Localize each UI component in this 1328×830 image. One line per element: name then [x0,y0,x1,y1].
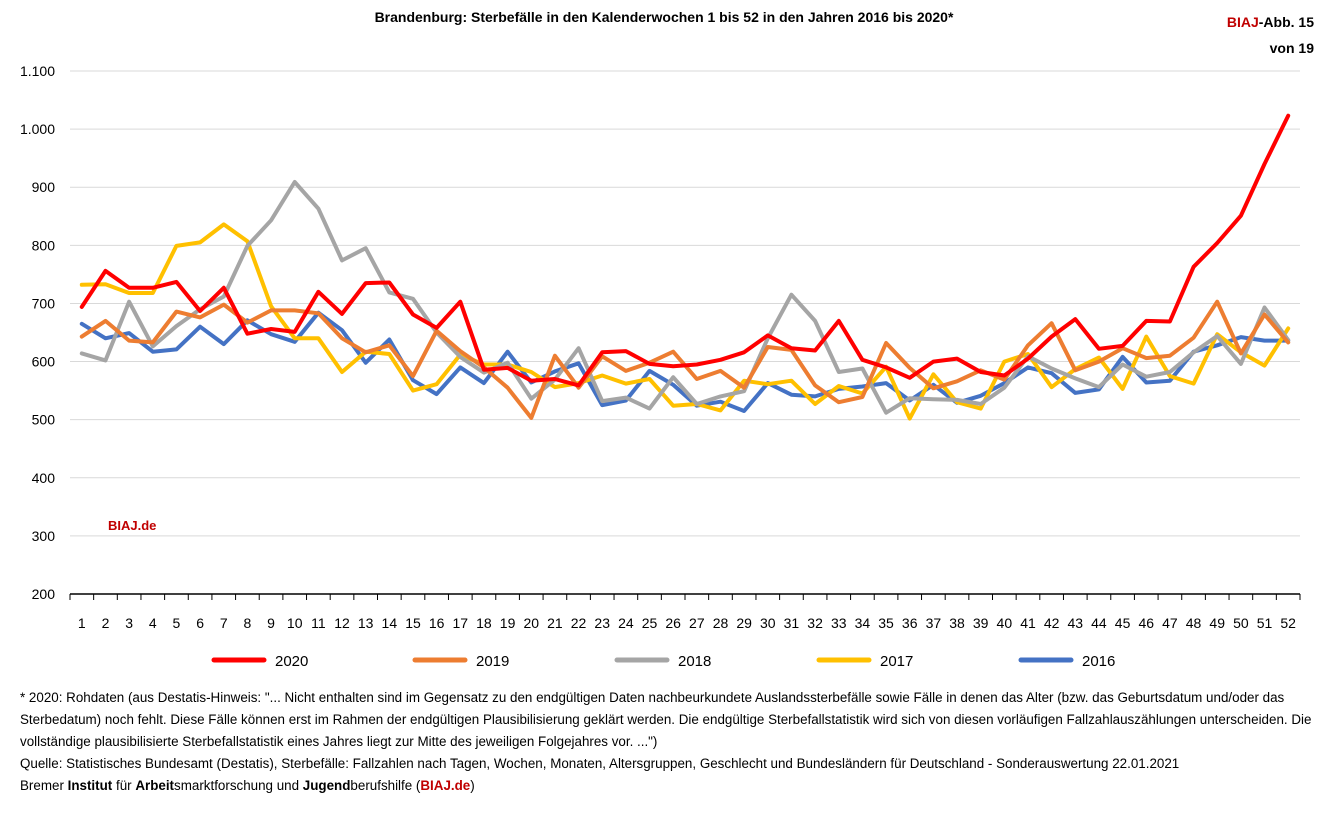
x-tick-label: 27 [689,615,705,631]
x-tick-label: 34 [855,615,871,631]
legend: 2020 2019 2018 2017 2016 [211,653,1115,670]
x-tick-label: 8 [244,615,252,631]
x-tick-label: 47 [1162,615,1178,631]
x-tick-label: 40 [997,615,1013,631]
x-tick-label: 20 [523,615,539,631]
credit-text: Arbeit [135,778,175,793]
x-tick-label: 6 [196,615,204,631]
y-tick-label: 1.000 [20,121,55,137]
x-tick-label: 28 [713,615,729,631]
x-tick-label: 45 [1115,615,1131,631]
x-tick-label: 25 [642,615,658,631]
chart-title: Brandenburg: Sterbefälle in den Kalender… [374,9,954,25]
credit-text: für [112,778,136,793]
x-tick-label: 13 [358,615,374,631]
x-tick-label: 23 [594,615,610,631]
gridlines [70,70,1300,537]
series-line-2020 [79,113,1291,388]
y-axis-tick-labels: 200 300 400 500 600 700 800 900 1.000 1.100 [20,63,55,602]
x-tick-label: 19 [500,615,516,631]
badge-figure-total: von 19 [1269,40,1314,56]
x-tick-label: 33 [831,615,847,631]
x-tick-label: 49 [1209,615,1225,631]
x-axis: 1 2 3 4 5 6 7 8 9 10 11 12 13 14 15 16 17 18 19 20 21 22 23 24 2… [69,593,1301,631]
x-tick-label: 29 [736,615,752,631]
series-line-2019 [79,299,1291,420]
data-series [79,113,1291,421]
x-tick-label: 14 [382,615,398,631]
legend-label-2018: 2018 [678,653,711,670]
credit-text: ) [470,778,475,793]
legend-label-2020: 2020 [275,653,308,670]
x-tick-label: 3 [125,615,133,631]
x-tick-label: 2 [102,615,110,631]
x-tick-label: 43 [1067,615,1083,631]
y-tick-label: 900 [32,179,56,195]
credit-text: Jugend [302,778,351,793]
x-tick-label: 31 [784,615,800,631]
legend-label-2019: 2019 [476,653,509,670]
series-line-2017 [79,222,1291,421]
y-tick-label: 300 [32,528,56,544]
x-tick-label: 17 [452,615,468,631]
x-tick-label: 9 [267,615,275,631]
x-tick-label: 10 [287,615,303,631]
x-tick-label: 39 [973,615,989,631]
x-tick-label: 12 [334,615,350,631]
x-tick-label: 38 [949,615,965,631]
x-tick-label: 21 [547,615,563,631]
x-tick-label: 44 [1091,615,1107,631]
watermark: BIAJ.de [104,518,161,533]
x-tick-label: 30 [760,615,776,631]
credit-link[interactable]: BIAJ.de [420,778,471,793]
x-tick-label: 50 [1233,615,1249,631]
x-tick-label: 16 [429,615,445,631]
y-tick-label: 500 [32,412,56,428]
y-tick-label: 1.100 [20,63,55,79]
series-line-2018 [79,180,1291,415]
x-tick-label: 32 [807,615,823,631]
footnote-source: Quelle: Statistisches Bundesamt (Destati… [20,756,1180,771]
x-tick-label: 51 [1257,615,1273,631]
y-tick-label: 800 [32,237,56,253]
legend-label-2017: 2017 [880,653,913,670]
x-tick-label: 7 [220,615,228,631]
credit-text: Bremer [20,778,68,793]
x-tick-label: 15 [405,615,421,631]
legend-label-2016: 2016 [1082,653,1115,670]
credit-text: Institut [67,778,113,793]
x-tick-label: 36 [902,615,918,631]
x-tick-label: 5 [173,615,181,631]
credit-text: berufshilfe ( [350,778,421,793]
y-tick-label: 400 [32,470,56,486]
x-tick-label: 48 [1186,615,1202,631]
footnote-credit: Bremer Institut für Arbeitsmarktforschun… [20,775,1315,797]
x-tick-label: 42 [1044,615,1060,631]
x-tick-label: 1 [78,615,86,631]
x-tick-label: 11 [311,615,326,631]
credit-text: smarktforschung und [174,778,303,793]
x-tick-label: 41 [1020,615,1036,631]
x-tick-label: 22 [571,615,587,631]
x-tick-label: 37 [926,615,942,631]
series-line-2016 [79,310,1291,413]
y-tick-label: 200 [32,586,56,602]
figure-badge: BIAJ-Abb. 15 von 19 [1227,9,1314,61]
x-tick-label: 26 [665,615,681,631]
x-tick-label: 46 [1138,615,1154,631]
x-tick-label: 35 [878,615,894,631]
badge-figure-number: -Abb. 15 [1258,14,1314,30]
footnote-remark: * 2020: Rohdaten (aus Destatis-Hinweis: … [20,690,1312,749]
x-tick-label: 24 [618,615,634,631]
badge-brand: BIAJ [1226,14,1259,30]
y-tick-label: 600 [32,354,56,370]
x-tick-label: 18 [476,615,492,631]
x-tick-label: 52 [1280,615,1296,631]
footnote: * 2020: Rohdaten (aus Destatis-Hinweis: … [20,687,1315,797]
x-tick-label: 4 [149,615,157,631]
y-tick-label: 700 [32,295,56,311]
